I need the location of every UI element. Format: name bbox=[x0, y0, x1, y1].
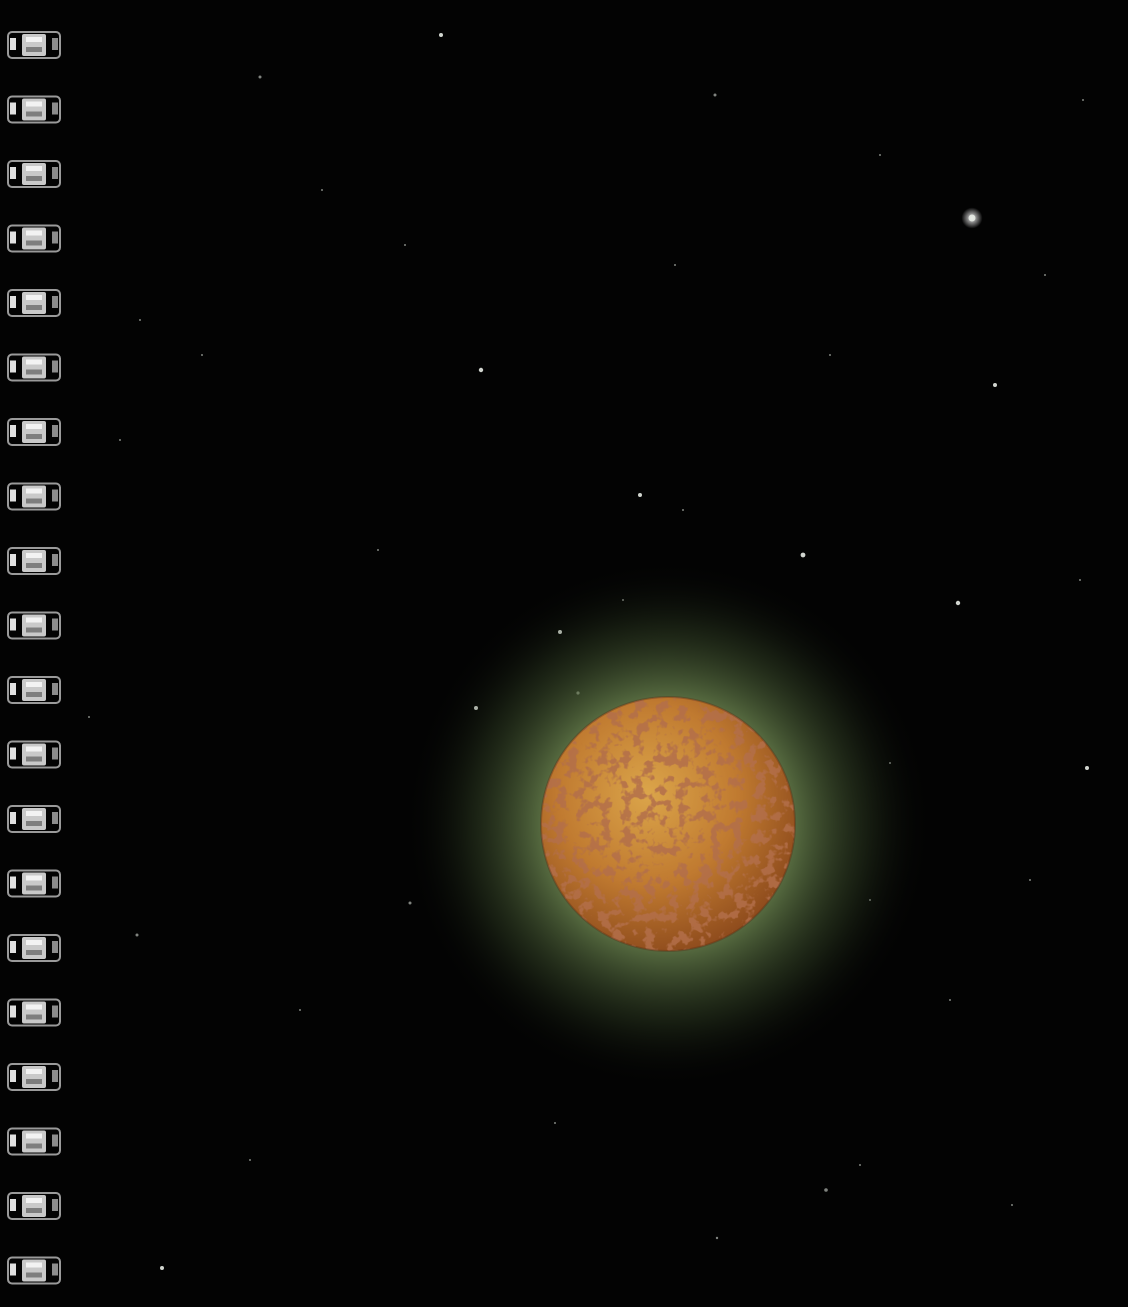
star-icon bbox=[135, 933, 139, 937]
star-icon bbox=[139, 319, 141, 321]
star-icon bbox=[682, 509, 684, 511]
binding-ring bbox=[7, 418, 61, 446]
binding-ring bbox=[7, 805, 61, 833]
binding-ring bbox=[7, 1063, 61, 1091]
star-icon bbox=[1085, 766, 1089, 770]
star-icon bbox=[955, 600, 961, 606]
star-icon bbox=[88, 716, 90, 718]
star-icon bbox=[993, 383, 997, 387]
binding-ring bbox=[7, 224, 61, 253]
star-icon bbox=[249, 1159, 251, 1161]
binding-ring bbox=[7, 547, 61, 575]
binding-ring bbox=[7, 31, 61, 59]
planet-icon bbox=[540, 696, 796, 952]
star-icon bbox=[879, 154, 881, 156]
star-icon bbox=[674, 264, 676, 266]
star-icon bbox=[439, 33, 443, 37]
star-icon bbox=[1029, 879, 1031, 881]
star-icon bbox=[377, 549, 379, 551]
star-icon bbox=[1044, 274, 1046, 276]
starfield bbox=[88, 33, 1089, 1270]
binding-ring bbox=[7, 289, 61, 317]
binding-ring bbox=[7, 95, 61, 124]
star-icon bbox=[829, 354, 831, 356]
binding-ring bbox=[7, 1127, 61, 1156]
star-icon bbox=[824, 1188, 828, 1192]
binding-ring bbox=[7, 1256, 61, 1285]
star-icon bbox=[949, 999, 951, 1001]
binding-ring bbox=[7, 160, 61, 188]
binding-ring bbox=[7, 998, 61, 1027]
binding-ring bbox=[7, 611, 61, 640]
spiral-binding-icon bbox=[7, 31, 61, 1285]
star-icon bbox=[800, 552, 806, 558]
binding-ring bbox=[7, 740, 61, 769]
binding-ring bbox=[7, 934, 61, 962]
star-icon bbox=[119, 439, 121, 441]
binding-ring bbox=[7, 676, 61, 704]
star-icon bbox=[713, 93, 717, 97]
star-icon bbox=[408, 901, 412, 905]
star-icon bbox=[638, 493, 642, 497]
binding-ring bbox=[7, 869, 61, 898]
binding-ring bbox=[7, 1192, 61, 1220]
star-icon bbox=[160, 1266, 164, 1270]
star-icon bbox=[404, 244, 406, 246]
star-icon bbox=[1082, 99, 1084, 101]
binding-ring bbox=[7, 353, 61, 382]
binding-ring bbox=[7, 482, 61, 511]
star-icon bbox=[478, 367, 484, 373]
star-icon bbox=[258, 75, 262, 79]
star-icon bbox=[968, 214, 976, 222]
star-icon bbox=[554, 1122, 556, 1124]
star-icon bbox=[299, 1009, 301, 1011]
star-icon bbox=[859, 1164, 861, 1166]
star-icon bbox=[1079, 579, 1081, 581]
star-icon bbox=[1011, 1204, 1013, 1206]
star-icon bbox=[321, 189, 323, 191]
star-icon bbox=[715, 1236, 719, 1240]
star-icon bbox=[201, 354, 203, 356]
